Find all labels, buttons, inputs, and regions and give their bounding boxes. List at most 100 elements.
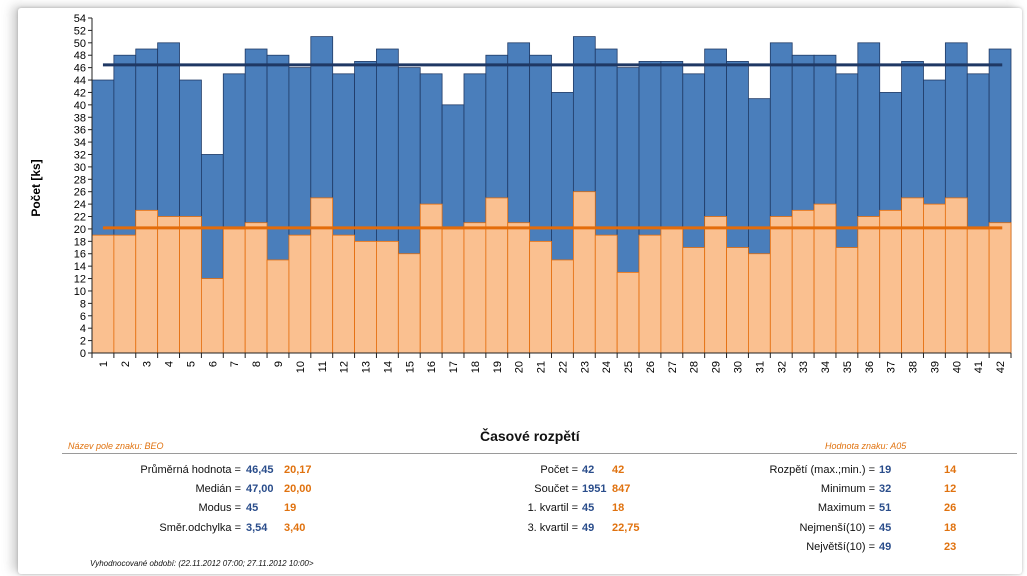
- y-tick-label: 14: [74, 261, 86, 273]
- bar-series2-41: [966, 228, 990, 354]
- x-tick-label: 27: [667, 361, 679, 373]
- stat-value-series2: 14: [944, 464, 957, 476]
- stat-value-series1: 1951: [582, 483, 607, 496]
- stat-value-series1: 45: [879, 521, 892, 534]
- y-tick-label: 6: [80, 311, 86, 323]
- bar-series2-21: [529, 240, 552, 354]
- y-tick-label: 24: [74, 199, 86, 211]
- x-tick-label: 15: [404, 361, 416, 373]
- bar-series2-13: [354, 240, 377, 354]
- bars-group: [91, 36, 1012, 354]
- x-tick-label: 40: [951, 361, 963, 373]
- bar-series2-40: [944, 197, 968, 354]
- stat-value-series2: 42: [612, 464, 625, 476]
- x-tick-label: 6: [207, 361, 219, 367]
- x-tick-label: 30: [732, 361, 744, 373]
- stat-value-series2: 26: [944, 502, 957, 515]
- stat-value-series1: 51: [879, 502, 892, 515]
- y-tick-label: 38: [74, 112, 86, 124]
- x-tick-label: 13: [361, 361, 373, 373]
- stat-label: Součet =: [534, 483, 578, 496]
- stat-value-series1: 49: [879, 540, 892, 553]
- stat-value-series1: 46,45: [246, 464, 274, 476]
- x-tick-label: 20: [514, 361, 526, 373]
- stat-value-series1: 32: [879, 483, 892, 496]
- bar-series2-33: [791, 209, 815, 354]
- bar-series2-24: [594, 234, 618, 354]
- x-tick-label: 5: [185, 361, 197, 367]
- x-tick-label: 10: [295, 361, 307, 373]
- y-tick-label: 26: [74, 187, 86, 199]
- stats-title: Časové rozpětí: [480, 428, 580, 444]
- x-tick-label: 17: [448, 361, 460, 373]
- x-tick-label: 34: [820, 361, 832, 373]
- field-name: Název pole znaku: BEO: [68, 441, 164, 451]
- stat-value-series2: 12: [944, 483, 957, 496]
- y-tick-label: 44: [74, 75, 86, 87]
- reference-lines: [102, 63, 1003, 230]
- stat-label: Průměrná hodnota =: [140, 464, 241, 476]
- stat-value-series2: 847: [612, 483, 631, 496]
- x-tick-label: 25: [623, 361, 635, 373]
- bar-series2-30: [726, 247, 749, 354]
- bar-series2-29: [704, 216, 727, 354]
- bar-series2-19: [485, 197, 509, 354]
- stat-label: Medián =: [195, 483, 241, 496]
- x-tick-label: 35: [842, 361, 854, 373]
- field-value: Hodnota znaku: A05: [825, 441, 907, 451]
- bar-series2-35: [835, 247, 859, 354]
- stat-label: 1. kvartil =: [527, 502, 578, 515]
- stat-value-series1: 49: [582, 521, 595, 534]
- bar-series2-3: [135, 209, 159, 354]
- x-tick-label: 8: [251, 361, 263, 367]
- stat-label: Minimum =: [820, 483, 875, 496]
- bar-series2-36: [857, 216, 881, 354]
- y-tick-label: 22: [74, 212, 86, 224]
- y-tick-label: 16: [74, 249, 86, 261]
- stat-label: Modus =: [198, 502, 242, 515]
- stat-value-series2: 20,00: [284, 483, 312, 496]
- bar-series2-38: [901, 197, 924, 354]
- bar-series2-18: [463, 222, 487, 354]
- x-tick-label: 28: [689, 361, 701, 373]
- x-tick-label: 11: [317, 361, 329, 372]
- x-tick-label: 2: [120, 361, 132, 367]
- y-tick-label: 8: [80, 298, 86, 310]
- stat-value-series2: 22,75: [612, 521, 640, 534]
- stat-label: Nejmenší(10) =: [799, 521, 875, 534]
- x-tick-label: 41: [973, 361, 985, 373]
- stat-value-series1: 45: [582, 502, 595, 515]
- stat-value-series2: 18: [612, 502, 625, 515]
- bar-series2-17: [441, 228, 465, 354]
- y-tick-label: 2: [80, 336, 86, 348]
- bar-series2-1: [91, 234, 115, 354]
- y-tick-label: 40: [74, 100, 86, 112]
- y-tick-label: 36: [74, 125, 86, 137]
- stat-label: Rozpětí (max.;min.) =: [769, 464, 875, 476]
- y-axis: 0246810121416182022242628303234363840424…: [74, 13, 93, 360]
- evaluated-period: Vyhodnocované období: (22.11.2012 07:00;…: [90, 559, 314, 568]
- y-tick-label: 10: [74, 286, 86, 298]
- x-tick-label: 39: [929, 361, 941, 373]
- stat-value-series2: 18: [944, 521, 957, 534]
- bar-series2-14: [376, 240, 399, 354]
- stat-value-series1: 42: [582, 464, 595, 476]
- stat-label: Počet =: [540, 464, 578, 476]
- y-tick-label: 34: [74, 137, 86, 149]
- bar-series2-12: [332, 234, 355, 354]
- y-tick-label: 4: [80, 323, 86, 335]
- y-tick-label: 48: [74, 50, 86, 62]
- x-tick-label: 12: [339, 361, 351, 373]
- x-tick-label: 36: [864, 361, 876, 373]
- bar-series2-10: [288, 234, 312, 354]
- bar-series2-4: [157, 216, 180, 354]
- bar-series2-6: [201, 278, 224, 354]
- bar-series2-42: [988, 222, 1012, 354]
- x-axis: 1 2 3 4 5 6 7 8 9 10 11 12 13 14 15 16 17 18 19 20 21 22 23 24 2…: [91, 352, 1012, 373]
- bar-series2-2: [113, 234, 137, 354]
- y-axis-label: Počet [ks]: [29, 159, 43, 216]
- divider: [62, 453, 1017, 454]
- x-tick-label: 7: [229, 361, 241, 367]
- bar-series2-8: [244, 222, 268, 354]
